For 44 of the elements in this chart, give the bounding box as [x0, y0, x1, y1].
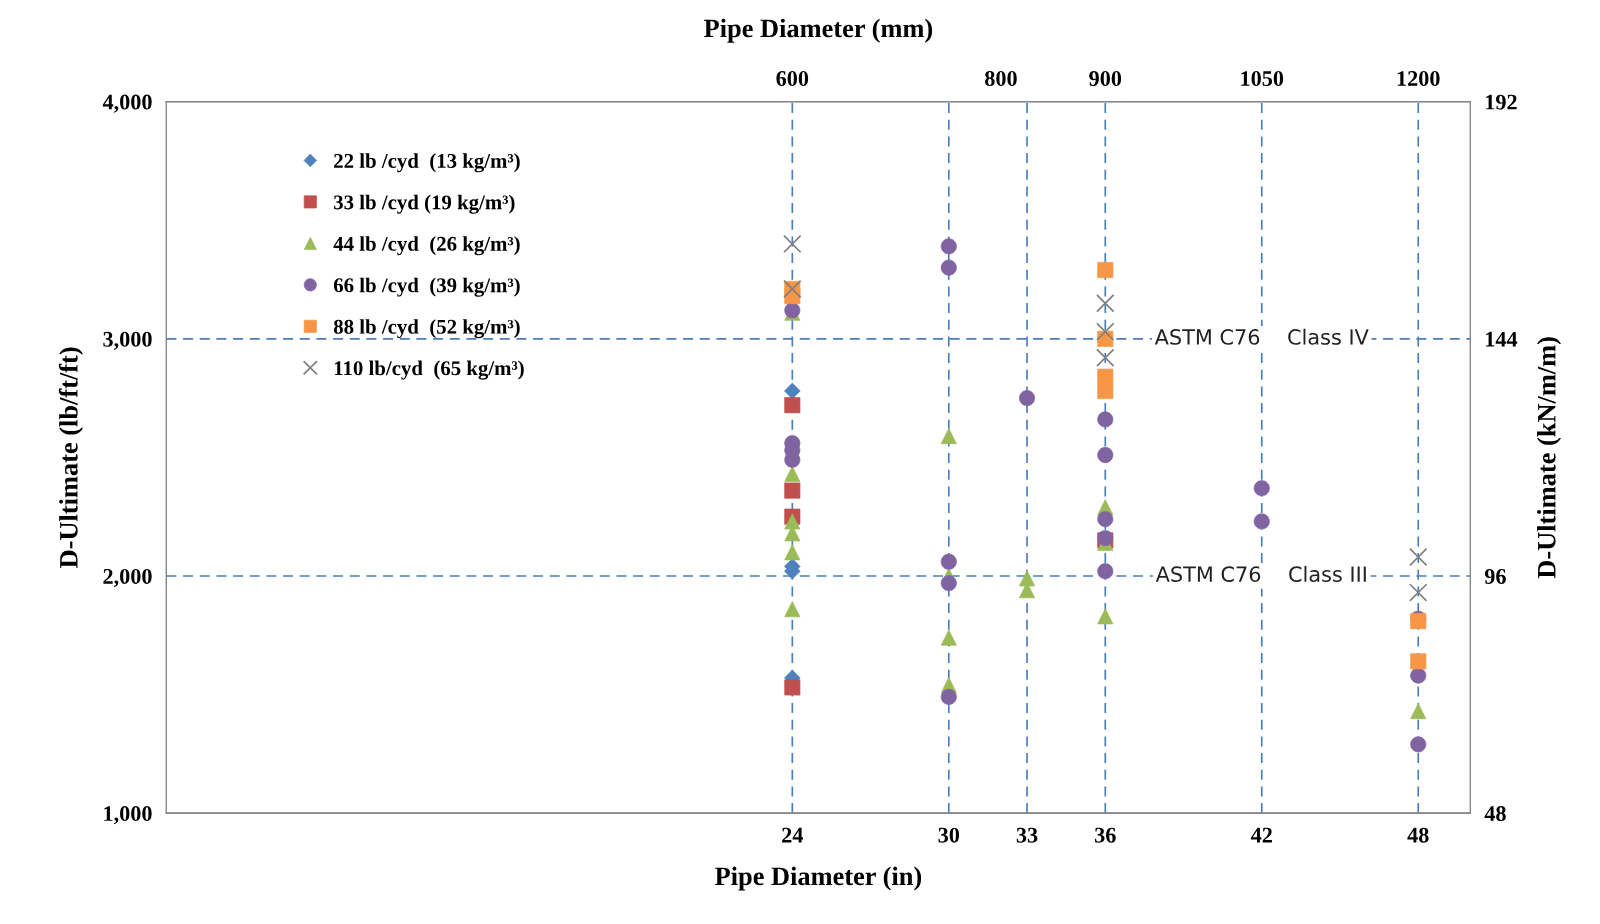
x2-tick-label: 600 — [776, 71, 809, 87]
x2-tick-label: 1050 — [1241, 71, 1284, 87]
y2-tick-label: 144 — [1486, 331, 1518, 347]
point — [1097, 382, 1114, 399]
legend-label: 22 lb /cyd (13 kg/m³) — [334, 153, 520, 173]
point — [1096, 348, 1115, 367]
legend-label: 88 lb /cyd (52 kg/m³) — [333, 319, 520, 339]
point — [784, 544, 801, 561]
legend-label: 33 lb /cyd (19 kg/m³) — [334, 194, 515, 214]
y-tick-label: 3,000 — [103, 331, 152, 350]
y-tick-label: 2,000 — [103, 568, 152, 588]
ref-line-label: ASTM C76 Class IV — [1154, 328, 1369, 345]
y2-tick-label: 192 — [1486, 94, 1517, 110]
legend-label: 66 lb /cyd (39 kg/m³) — [333, 277, 520, 297]
x-tick-label: 48 — [1407, 827, 1429, 843]
x-axis-title: Pipe Diameter (in) — [715, 866, 922, 891]
x2-tick-label: 800 — [985, 71, 1017, 87]
point — [1409, 547, 1428, 567]
x-tick-label: 42 — [1250, 827, 1272, 843]
x-tick-label: 24 — [782, 827, 804, 843]
point — [1097, 608, 1114, 625]
point — [783, 234, 802, 254]
x-tick-label: 33 — [1016, 827, 1038, 843]
x2-tick-label: 900 — [1089, 71, 1122, 87]
legend-label: 110 lb/cyd (65 kg/m³) — [334, 360, 524, 380]
y2-tick-label: 48 — [1484, 806, 1506, 822]
legend-label: 44 lb /cyd (26 kg/m³) — [333, 236, 520, 256]
x2-tick-label: 1200 — [1397, 71, 1440, 87]
point — [1410, 703, 1427, 720]
point — [784, 601, 801, 618]
ref-line-label: ASTM C76 Class III — [1155, 565, 1366, 582]
y-tick-label: 1,000 — [104, 806, 152, 825]
point — [1097, 411, 1114, 428]
y-tick-label: 4,000 — [102, 94, 152, 113]
point — [940, 428, 957, 445]
point — [1409, 583, 1428, 602]
y2-tick-label: 96 — [1484, 568, 1506, 584]
y-axis-title: D-Ultimate (lb/ft/ft) — [58, 347, 84, 568]
x-tick-label: 36 — [1095, 827, 1116, 843]
point — [1096, 322, 1115, 341]
x2-axis-title: Pipe Diameter (mm) — [704, 18, 933, 43]
y2-axis-title: D-Ultimate (kN/m/m) — [1537, 337, 1561, 579]
x-tick-label: 30 — [938, 827, 960, 843]
point — [1096, 294, 1115, 313]
